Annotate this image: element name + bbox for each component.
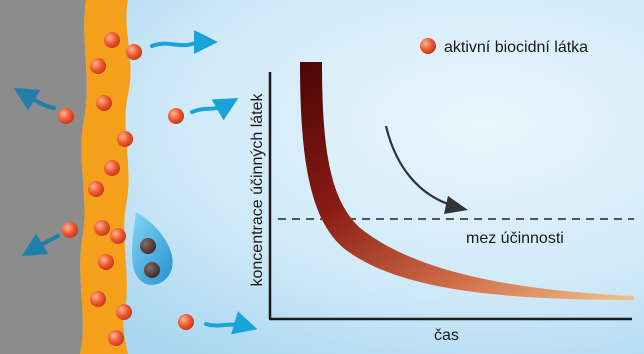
- release-arrows: [13, 30, 258, 335]
- particle: [90, 291, 106, 307]
- particle: [58, 108, 74, 124]
- particle: [104, 32, 120, 48]
- dark-particle: [144, 262, 160, 278]
- x-axis-label: čas: [434, 327, 459, 344]
- particle: [110, 228, 126, 244]
- particle: [104, 160, 120, 176]
- particle: [117, 131, 133, 147]
- particle: [126, 44, 142, 60]
- arrow-icon: [150, 30, 218, 55]
- particle: [98, 254, 114, 270]
- coating-layer: [80, 0, 131, 354]
- chart-axes: [268, 72, 632, 321]
- arrow-icon: [21, 233, 60, 257]
- particle: [116, 304, 132, 320]
- particle: [108, 330, 124, 346]
- wall-substrate: [0, 0, 87, 354]
- released-particles: [168, 108, 194, 330]
- arrow-icon: [190, 98, 239, 121]
- legend: aktivní biocidní látka: [420, 38, 588, 56]
- water-droplet: [132, 212, 173, 285]
- decrease-arrow-icon: [384, 125, 455, 208]
- particle: [168, 108, 184, 124]
- decrease-arrowhead-icon: [444, 196, 468, 214]
- threshold-label: mez účinnosti: [466, 230, 564, 247]
- particle: [96, 95, 112, 111]
- particle: [88, 181, 104, 197]
- particle: [62, 222, 78, 238]
- legend-label: aktivní biocidní látka: [444, 39, 588, 56]
- coating-particles: [58, 32, 142, 346]
- particle: [178, 314, 194, 330]
- y-axis-label: koncentrace účinných látek: [249, 93, 266, 287]
- particle: [90, 58, 106, 74]
- dark-particle: [140, 238, 156, 254]
- arrow-icon: [204, 311, 258, 335]
- particle: [94, 220, 110, 236]
- legend-particle-icon: [420, 38, 436, 54]
- arrow-icon: [13, 87, 56, 111]
